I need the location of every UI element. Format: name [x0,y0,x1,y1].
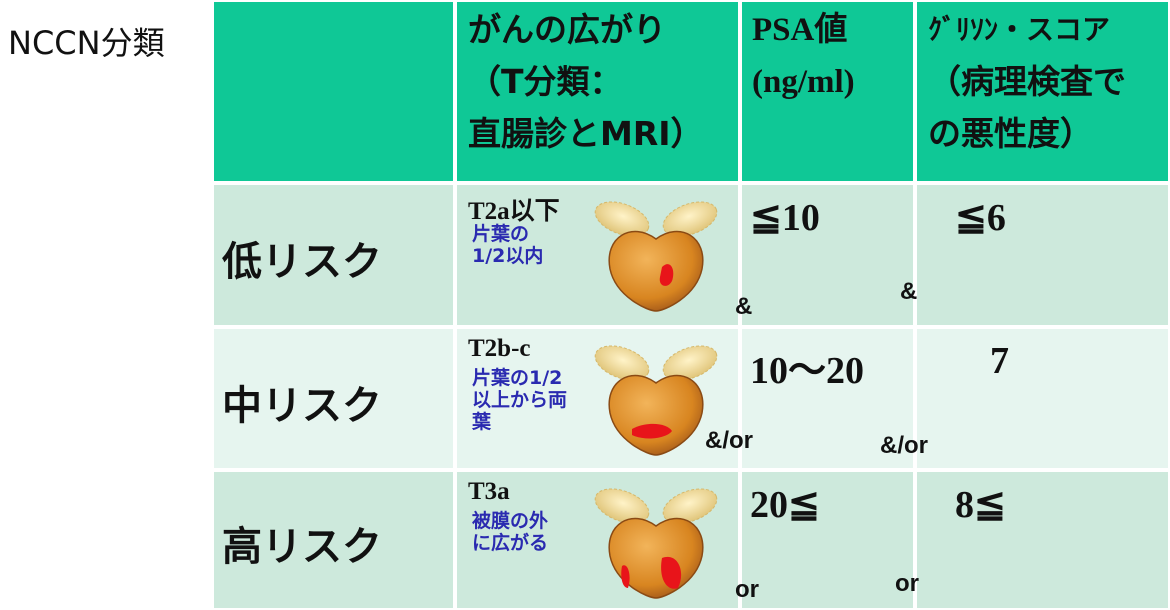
connector: or [735,576,759,603]
psa-value: 10〜20 [750,350,865,392]
t-description: 片葉の [472,223,530,245]
header-text: （T分類： [468,62,623,101]
risk-level: 中リスク [222,382,382,429]
prostate-illustration [594,345,718,456]
header-text: の悪性度） [928,114,1093,153]
table-cell [740,183,915,327]
table-cell [740,470,915,610]
table-cell [212,470,455,610]
connector: or [895,570,919,597]
prostate-illustration [594,488,718,599]
classification-label: NCCN分類 [8,24,165,62]
gleason-score: 8≦ [955,484,1006,526]
risk-level: 低リスク [222,239,382,285]
psa-value: ≦10 [750,197,820,239]
t-description: 片葉の1/2 [472,367,563,389]
gleason-score: ≦6 [955,197,1006,239]
connector: & [735,293,753,320]
prostate-image [592,333,722,463]
prostate-image [592,189,722,319]
table-cell [915,183,1170,327]
t-description: 以上から両 [472,389,568,411]
header-text: 直腸診とMRI） [468,114,704,153]
table-cell [212,0,455,183]
prostate-image [592,476,722,606]
table-cell [915,470,1170,610]
t-description: 被膜の外 [472,510,549,532]
t-description: 葉 [472,411,492,433]
header-text: (ng/ml) [752,64,855,100]
header-text: がんの広がり [468,10,666,49]
header-text: PSA値 [752,12,848,48]
table-cell [212,327,455,470]
t-stage: T3a [468,478,510,505]
header-text: （病理検査で [928,62,1126,101]
connector: &/or [705,427,753,454]
t-description: 1/2以内 [472,245,544,267]
t-description: に広がる [472,532,549,554]
t-stage: T2b-c [468,335,531,362]
table-cell [212,183,455,327]
connector: & [900,278,918,305]
table-cell [740,0,915,183]
gleason-score: 7 [990,340,1009,382]
header-text: ｸﾞﾘｿﾝ・スコア [928,13,1111,46]
table-cell [455,0,740,183]
prostate-illustration [594,201,718,312]
psa-value: 20≦ [750,484,820,526]
risk-level: 高リスク [222,524,382,570]
connector: &/or [880,432,928,459]
table-cell [915,0,1170,183]
table-cell [915,327,1170,470]
t-stage: T2a以下 [468,198,560,225]
table-cell [740,327,915,470]
